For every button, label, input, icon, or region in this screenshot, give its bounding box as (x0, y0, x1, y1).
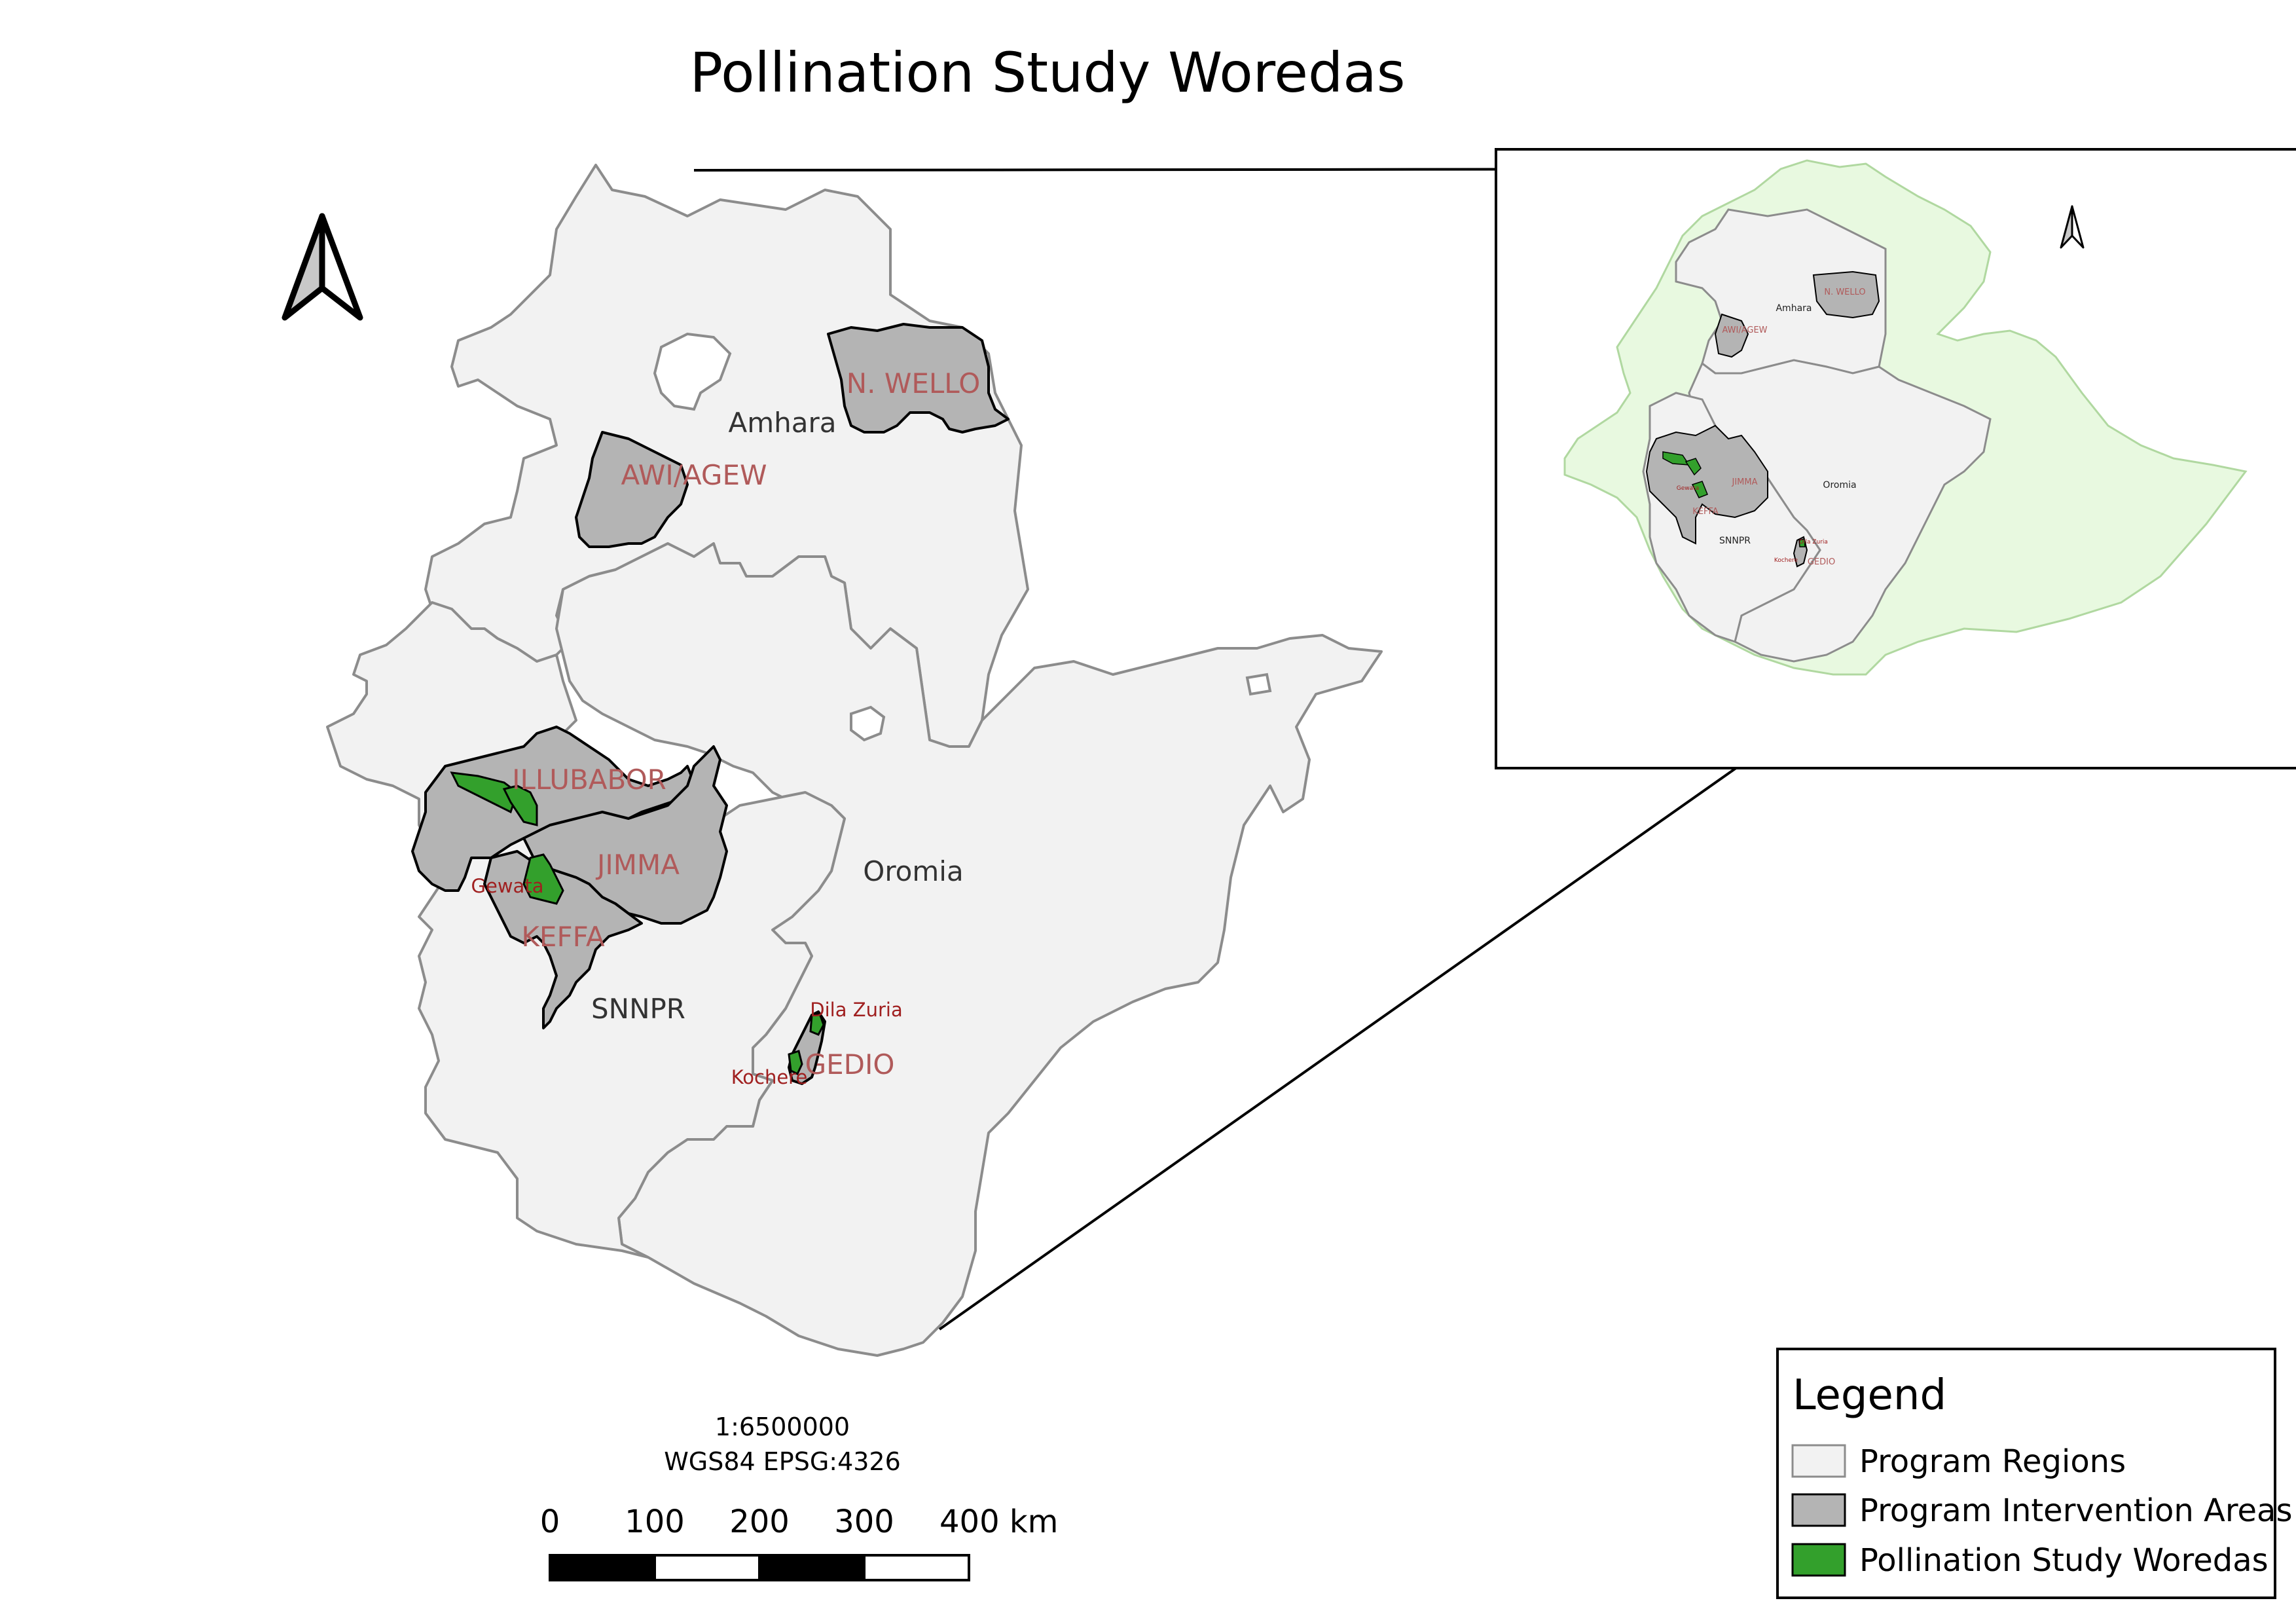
woreda-dila-zuria (809, 1012, 825, 1036)
inset-woreda-3 (1691, 481, 1708, 498)
inset-north-arrow-icon (2060, 205, 2085, 249)
legend: Legend Program Regions Program Intervent… (1776, 1348, 2292, 1599)
woreda-illubabor-west (450, 771, 519, 814)
inset-label-snnpr: SNNPR (1719, 536, 1751, 546)
inset-label-amhara: Amhara (1776, 303, 1812, 314)
legend-swatch-woredas (1791, 1543, 1846, 1577)
label-kochere: Kochere (731, 1066, 808, 1088)
scale-tick-0: 0 (540, 1504, 560, 1540)
label-amhara: Amhara (728, 407, 836, 439)
scale-tick-200: 200 (729, 1504, 790, 1540)
woreda-kochere (788, 1050, 803, 1076)
main-map: Amhara Oromia SNNPR N. WELLO AWI/AGEW IL… (326, 164, 1383, 1357)
woreda-gewata (522, 853, 564, 905)
scale-tick-300: 300 (834, 1504, 894, 1540)
area-keffa (483, 850, 643, 1029)
scale-tick-400: 400 km (939, 1504, 1058, 1540)
inset-label-kochere: Kochere (1774, 557, 1798, 564)
label-keffa: KEFFA (521, 921, 605, 953)
inset-label-dila-zuria: Dila Zuria (1799, 539, 1828, 545)
label-gedio: GEDIO (805, 1048, 895, 1080)
inset-woreda-4 (1798, 538, 1806, 547)
legend-swatch-regions (1791, 1444, 1846, 1478)
scale-bar: 0 100 200 300 400 km (540, 1504, 1058, 1581)
inset-label-jimma: JIMMA (1732, 477, 1758, 487)
scale-tick-100: 100 (625, 1504, 685, 1540)
inset-area-awi-agew (1714, 313, 1749, 358)
label-awi-agew: AWI/AGEW (621, 459, 767, 491)
legend-swatch-areas (1791, 1493, 1846, 1527)
area-n-wello (827, 323, 1010, 434)
label-gewata: Gewata (471, 875, 544, 897)
woreda-illubabor-east (502, 784, 538, 826)
legend-item-regions: Program Regions (1859, 1443, 2126, 1480)
map-title: Pollination Study Woredas (689, 41, 1405, 105)
inset-label-awi-agew: AWI/AGEW (1722, 325, 1767, 335)
inset-map: Amhara Oromia SNNPR N. WELLO AWI/AGEW JI… (1495, 148, 2296, 769)
inset-area-n-wello (1812, 270, 1880, 319)
inset-label-keffa: KEFFA (1692, 507, 1719, 517)
inset-label-oromia: Oromia (1823, 480, 1856, 490)
inset-label-gedio: GEDIO (1808, 557, 1835, 567)
inset-label-gewata: Gewata (1677, 485, 1699, 492)
legend-title: Legend (1793, 1371, 1946, 1420)
label-dila-zuria: Dila Zuria (810, 999, 902, 1021)
label-n-wello: N. WELLO (847, 367, 981, 399)
scale-ratio: 1:6500000 (715, 1412, 850, 1441)
inset-woreda-2 (1685, 458, 1702, 476)
label-illubabor: ILLUBABOR (512, 764, 666, 796)
area-awi-agew (575, 431, 689, 548)
north-arrow-icon (282, 213, 363, 321)
inset-label-n-wello: N. WELLO (1824, 287, 1865, 297)
label-snnpr: SNNPR (591, 993, 685, 1025)
label-oromia: Oromia (863, 855, 963, 887)
inset-woreda-1 (1662, 451, 1690, 466)
label-jimma: JIMMA (595, 849, 680, 881)
legend-item-areas: Program Intervention Areas (1859, 1492, 2292, 1529)
legend-item-woredas: Pollination Study Woredas (1859, 1542, 2269, 1579)
scale-crs: WGS84 EPSG:4326 (664, 1447, 901, 1476)
